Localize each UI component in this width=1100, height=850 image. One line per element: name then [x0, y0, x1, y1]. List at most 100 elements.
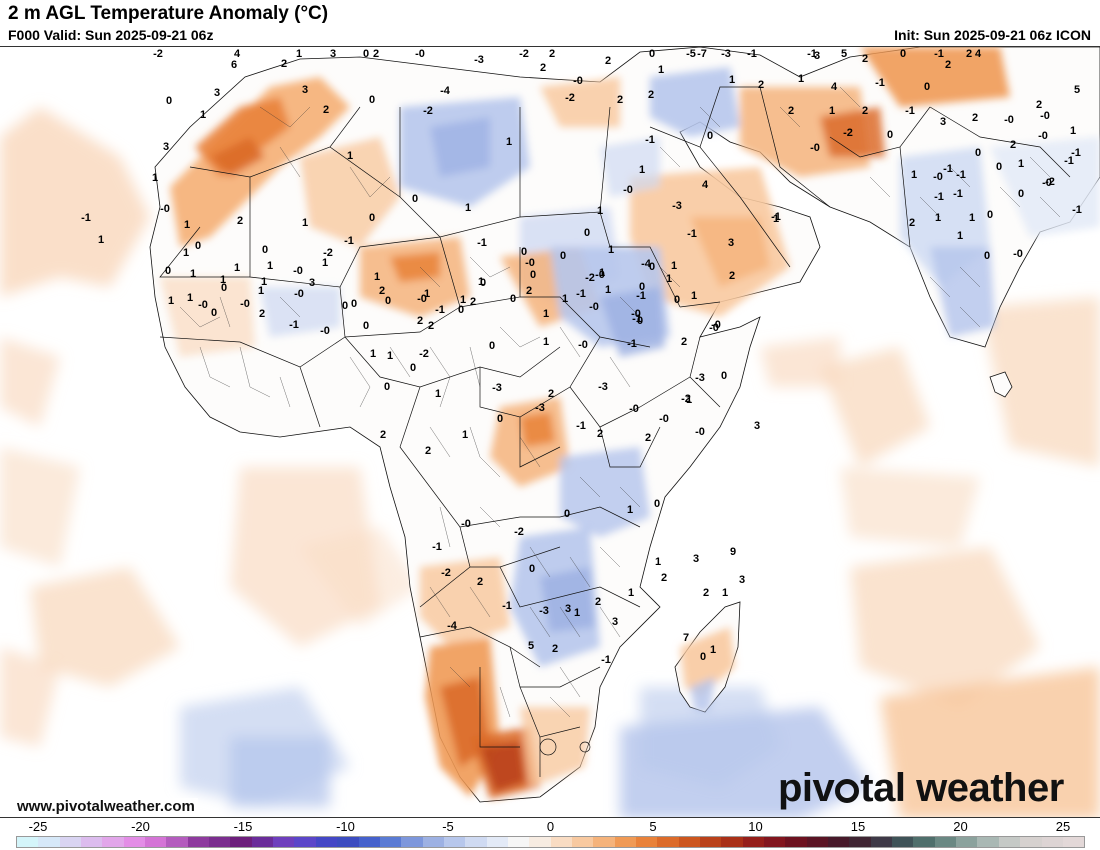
anomaly-value-label: 1	[671, 260, 677, 272]
anomaly-map[interactable]: 1 3 2 0 -2 2 -7 -1 0 -1 4 6 2 -3 -0 -5 -3 5 3 2 0 -1 2 4 2 -2 3 3 2 1…	[0, 46, 1100, 818]
brand-logo: piv tal weather	[778, 766, 1064, 811]
colorbar-bin	[401, 837, 423, 847]
anomaly-value-label: -4	[440, 85, 451, 97]
anomaly-value-label: 2	[681, 336, 687, 348]
anomaly-value-label: 5	[528, 640, 534, 652]
anomaly-value-label: 2	[540, 62, 546, 74]
anomaly-value-label: 1	[773, 213, 779, 225]
anomaly-value-label: 0	[369, 94, 375, 106]
anomaly-value-label: 1	[574, 607, 580, 619]
colorbar-bin	[635, 837, 658, 847]
colorbar-tick-label: 15	[850, 819, 866, 834]
anomaly-value-label: 3	[612, 616, 618, 628]
anomaly-value-label: 2	[758, 79, 764, 91]
anomaly-value-label: 0	[195, 240, 201, 252]
anomaly-value-label: -1	[432, 541, 442, 553]
anomaly-value-label: 1	[911, 169, 917, 181]
anomaly-value-label: 1	[322, 257, 328, 269]
anomaly-value-label: -1	[1072, 204, 1082, 216]
colorbar-bin	[700, 837, 722, 847]
anomaly-value-label: 3	[214, 87, 220, 99]
anomaly-value-label: 9	[730, 546, 736, 558]
anomaly-value-label: 2	[661, 572, 667, 584]
anomaly-value-label: 0	[489, 340, 495, 352]
colorbar-bin	[17, 837, 39, 847]
anomaly-value-label: -1	[1071, 147, 1081, 159]
anomaly-value-label: -3	[474, 54, 484, 66]
anomaly-value-label: 2	[1010, 139, 1016, 151]
colorbar-bin	[145, 837, 167, 847]
anomaly-value-label: 1	[184, 219, 190, 231]
anomaly-value-label: -1	[934, 48, 944, 60]
anomaly-value-label: 0	[700, 651, 706, 663]
anomaly-value-label: -0	[629, 403, 639, 415]
anomaly-value-label: -2	[565, 92, 575, 104]
anomaly-value-label: 0	[385, 295, 391, 307]
anomaly-value-label: 0	[369, 212, 375, 224]
colorbar	[16, 836, 1085, 848]
anomaly-value-label: 3	[739, 574, 745, 586]
anomaly-value-label: 0	[410, 362, 416, 374]
anomaly-value-label: -2	[1045, 176, 1055, 188]
colorbar-tick-label: -10	[336, 819, 355, 834]
init-time: Init: Sun 2025-09-21 06z ICON	[894, 27, 1091, 43]
anomaly-value-label: -0	[240, 298, 250, 310]
anomaly-value-label: 1	[462, 429, 468, 441]
anomaly-value-label: 0	[654, 498, 660, 510]
anomaly-value-label: 0	[987, 209, 993, 221]
anomaly-value-label: -3	[672, 200, 682, 212]
anomaly-value-label: -0	[623, 184, 633, 196]
anomaly-value-label: -0	[320, 325, 330, 337]
anomaly-value-label: 6	[231, 59, 237, 71]
anomaly-value-label: 1	[957, 230, 963, 242]
colorbar-bin	[913, 837, 935, 847]
anomaly-value-label: -0	[810, 142, 820, 154]
anomaly-value-label: 1	[183, 247, 189, 259]
site-url[interactable]: www.pivotalweather.com	[14, 798, 198, 815]
anomaly-value-label: -0	[933, 171, 943, 183]
anomaly-value-label: 2	[428, 320, 434, 332]
colorbar-bin	[550, 837, 572, 847]
colorbar-bin	[593, 837, 615, 847]
colorbar-bin	[721, 837, 743, 847]
anomaly-value-label: 1	[710, 644, 716, 656]
anomaly-value-label: 1	[296, 48, 302, 60]
anomaly-value-label: 1	[506, 136, 512, 148]
anomaly-value-label: -2	[585, 272, 595, 284]
anomaly-value-label: -0	[293, 265, 303, 277]
anomaly-value-label: -1	[875, 77, 885, 89]
anomaly-value-label: -1	[576, 288, 586, 300]
anomaly-value-label: -1	[956, 169, 966, 181]
colorbar-bin	[315, 837, 338, 847]
anomaly-value-label: 0	[166, 95, 172, 107]
colorbar-bin	[892, 837, 914, 847]
anomaly-value-label: 1	[424, 288, 430, 300]
colorbar-bin	[102, 837, 124, 847]
anomaly-value-label: 0	[639, 281, 645, 293]
colorbar-bin	[785, 837, 807, 847]
anomaly-value-label: 0	[384, 381, 390, 393]
anomaly-value-label: 1	[597, 205, 603, 217]
colorbar-bin	[571, 837, 594, 847]
anomaly-value-label: 1	[220, 274, 226, 286]
anomaly-value-label: 1	[152, 172, 158, 184]
anomaly-value-label: 2	[281, 58, 287, 70]
anomaly-value-label: -1	[953, 188, 963, 200]
colorbar-bin	[38, 837, 60, 847]
anomaly-value-label: 2	[972, 112, 978, 124]
anomaly-value-label: -1	[943, 163, 953, 175]
anomaly-value-label: -1	[576, 420, 586, 432]
anomaly-value-label: 2	[645, 432, 651, 444]
anomaly-value-label: 1	[639, 164, 645, 176]
anomaly-value-label: -1	[687, 228, 697, 240]
anomaly-value-label: 0	[649, 261, 655, 273]
anomaly-value-label: -1	[1064, 155, 1074, 167]
colorbar-bin	[529, 837, 551, 847]
anomaly-value-label: 2	[909, 217, 915, 229]
anomaly-value-label: 1	[691, 290, 697, 302]
colorbar-bin	[123, 837, 146, 847]
anomaly-value-label: 4	[234, 48, 241, 60]
anomaly-value-label: 2	[425, 445, 431, 457]
anomaly-value-label: 1	[686, 394, 692, 406]
anomaly-value-label: 0	[510, 293, 516, 305]
